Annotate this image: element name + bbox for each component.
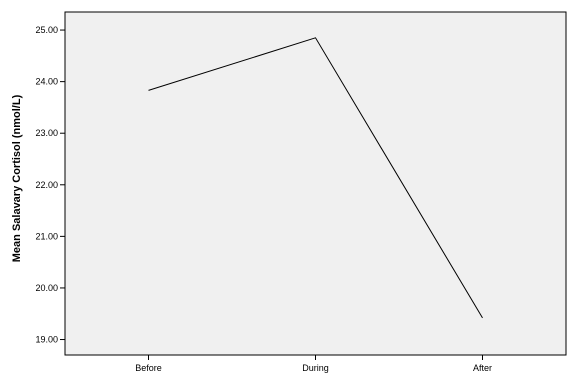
- y-tick-label: 24.00: [35, 77, 58, 87]
- x-tick-label: After: [473, 363, 492, 373]
- y-tick-label: 23.00: [35, 128, 58, 138]
- plot-area: [64, 11, 567, 356]
- y-tick-label: 22.00: [35, 180, 58, 190]
- y-axis-ticks: 19.00 20.00 21.00 22.00 23.00 24.00 25.00: [35, 25, 65, 345]
- y-tick-label: 25.00: [35, 25, 58, 35]
- x-tick-label: During: [302, 363, 329, 373]
- y-tick-label: 20.00: [35, 283, 58, 293]
- x-axis-ticks: Before During After: [135, 355, 492, 373]
- y-tick-label: 19.00: [35, 335, 58, 345]
- y-tick-label: 21.00: [35, 231, 58, 241]
- series-line: [148, 37, 483, 319]
- y-axis-title: Mean Salavary Cortisol (nmol/L): [11, 94, 23, 262]
- x-tick-label: Before: [135, 363, 162, 373]
